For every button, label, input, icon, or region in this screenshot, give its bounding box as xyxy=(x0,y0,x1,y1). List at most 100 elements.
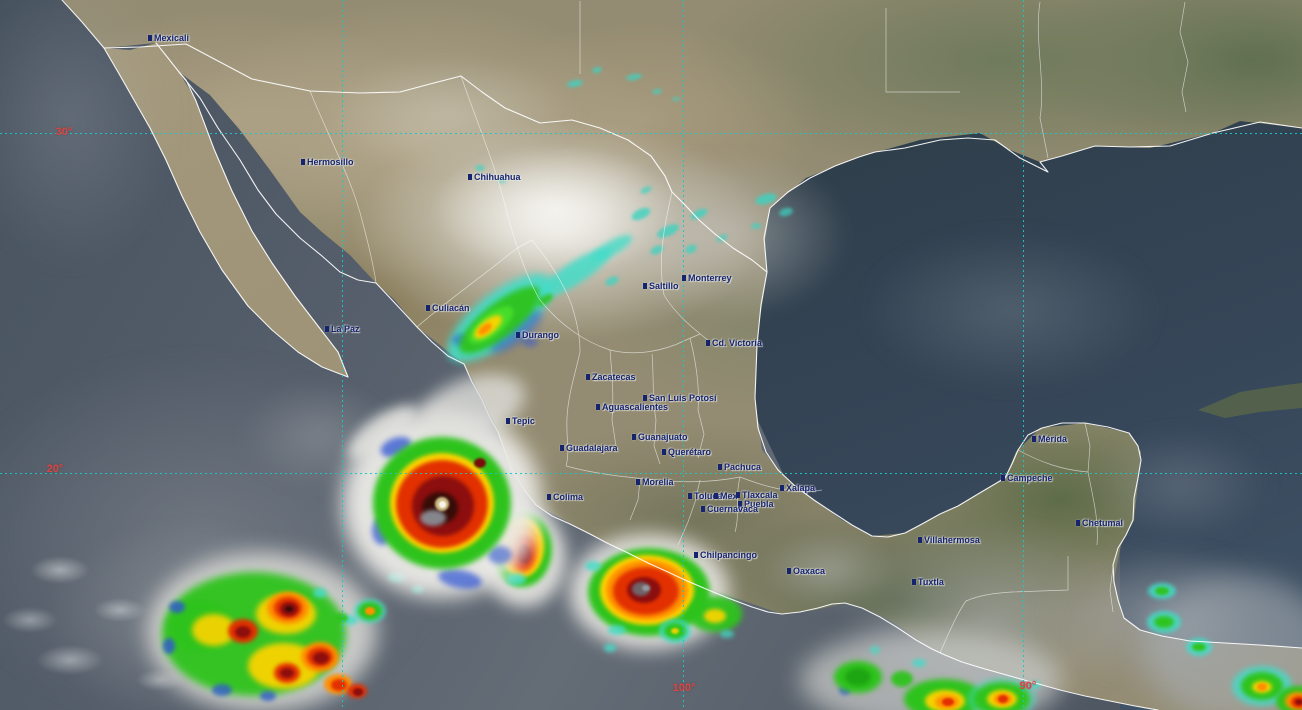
bottom-left-cluster-blob xyxy=(274,663,300,683)
city-marker-icon xyxy=(586,374,590,380)
guerrero-sw-cell-blob xyxy=(604,644,616,652)
city-name: Colima xyxy=(553,492,584,502)
hurricane-tail-cell-blob xyxy=(492,511,552,587)
cloud-patch xyxy=(320,55,580,175)
cloud-patch xyxy=(430,145,680,275)
bl-detached-cell-blob xyxy=(365,607,375,615)
bottom-right-cells-blob xyxy=(1155,587,1169,595)
guerrero-storm-blob xyxy=(606,560,688,620)
northeast-echoes-blob xyxy=(655,221,681,241)
city-label: Morelia xyxy=(636,477,674,487)
bottom-left-cluster-blob xyxy=(331,679,347,691)
cloud-patch xyxy=(40,520,340,710)
city-label: Querétaro xyxy=(662,447,711,457)
guerrero-storm-blob xyxy=(642,585,650,591)
latitude-label: 20° xyxy=(46,463,64,475)
city-name: Campeche xyxy=(1007,473,1053,483)
city-label: Chihuahua xyxy=(468,172,521,182)
city-marker-icon xyxy=(1001,475,1005,481)
bottom-left-cluster-blob xyxy=(163,638,175,654)
bottom-center-storms-blob xyxy=(834,661,882,693)
cloud-patch xyxy=(1070,550,1302,710)
city-name: Zacatecas xyxy=(592,372,636,382)
bottom-left-cluster-blob xyxy=(212,684,232,696)
city-label: Chetumal xyxy=(1076,518,1123,528)
longitude-gridline xyxy=(342,0,343,710)
durango-rain-band-blob xyxy=(452,334,472,346)
durango-rain-band-blob xyxy=(522,337,538,347)
bottom-right-cells-blob xyxy=(1154,616,1174,628)
durango-rain-band-blob xyxy=(476,320,494,338)
city-label: Zacatecas xyxy=(586,372,636,382)
bottom-center-storms-blob xyxy=(987,690,1017,708)
guerrero-storm-blob xyxy=(600,555,694,625)
cloud-patch xyxy=(0,350,460,710)
north-echo-specks-blob xyxy=(591,66,603,74)
bl-cyan-specks-blob xyxy=(427,567,437,573)
bl-detached-cell-blob xyxy=(358,602,382,620)
major-hurricane-blob xyxy=(340,396,424,470)
city-marker-icon xyxy=(706,340,710,346)
bottom-left-cluster-blob xyxy=(285,606,293,612)
major-hurricane-blob xyxy=(372,517,392,545)
city-label: San Luis Potosí xyxy=(643,393,717,403)
northeast-echoes-blob xyxy=(715,232,729,244)
hurricane-tail-cell-blob xyxy=(500,517,544,577)
bottom-center-storms-blob xyxy=(839,685,851,695)
major-hurricane-blob xyxy=(342,408,542,598)
bottom-center-storms-blob xyxy=(998,695,1008,703)
bl-detached-cell-blob xyxy=(354,599,386,623)
guerrero-sw-cell-blob xyxy=(671,628,679,634)
city-name: Pachuca xyxy=(724,462,762,472)
us-state-lines xyxy=(579,1,1189,159)
bottom-left-cluster-blob xyxy=(313,588,327,598)
city-name: Villahermosa xyxy=(924,535,980,545)
bottom-right-cells-blob xyxy=(1145,575,1302,710)
northeast-echoes-blob xyxy=(639,184,653,196)
major-hurricane-blob xyxy=(474,458,486,468)
bottom-center-storms-blob xyxy=(942,698,954,706)
city-label: Monterrey xyxy=(682,273,732,283)
guerrero-storm-blob xyxy=(585,561,601,571)
city-name: Mex xyxy=(720,491,738,501)
hurricane-tail-cell-blob xyxy=(511,534,535,570)
longitude-gridline xyxy=(683,0,684,710)
city-marker-icon xyxy=(643,283,647,289)
city-label: Oaxaca xyxy=(787,566,825,576)
city-marker-icon xyxy=(787,568,791,574)
bottom-center-storms-blob xyxy=(800,630,1060,710)
bl-detached-cell-blob xyxy=(334,613,348,623)
north-echo-specks-blob xyxy=(671,96,681,102)
northeast-echoes-blob xyxy=(689,206,709,222)
cloud-patch xyxy=(350,120,770,340)
city-marker-icon xyxy=(636,479,640,485)
durango-rain-band-blob xyxy=(484,302,548,360)
bottom-right-cells-blob xyxy=(1232,666,1292,706)
bottom-left-cluster-blob xyxy=(280,668,294,678)
city-name: Tuxtla xyxy=(918,577,944,587)
city-marker-icon xyxy=(694,552,698,558)
major-hurricane-blob xyxy=(373,437,511,569)
city-name: Querétaro xyxy=(668,447,712,457)
cloud-patch xyxy=(860,230,1160,390)
durango-rain-band-blob xyxy=(533,240,617,306)
city-name: Mérida xyxy=(1038,434,1068,444)
city-marker-icon xyxy=(632,434,636,440)
latitude-label: 30° xyxy=(55,126,73,138)
city-name: Monterrey xyxy=(688,273,732,283)
cloud-patch xyxy=(0,0,180,270)
bottom-left-cluster-blob xyxy=(162,572,346,696)
guerrero-storm-blob xyxy=(688,596,742,632)
guerrero-storm-blob xyxy=(613,567,679,615)
durango-rain-band-blob xyxy=(450,275,550,365)
city-name: Tlaxcala xyxy=(742,490,778,500)
city-label: Cd. Victoria xyxy=(706,338,762,348)
city-name: Cuernavaca xyxy=(707,504,759,514)
bottom-right-cells-blob xyxy=(1276,686,1302,710)
bottom-left-cluster-blob xyxy=(280,602,298,616)
north-echo-specks-blob xyxy=(566,78,584,88)
bl-cyan-specks-blob xyxy=(388,572,406,582)
major-hurricane-blob xyxy=(438,500,446,508)
